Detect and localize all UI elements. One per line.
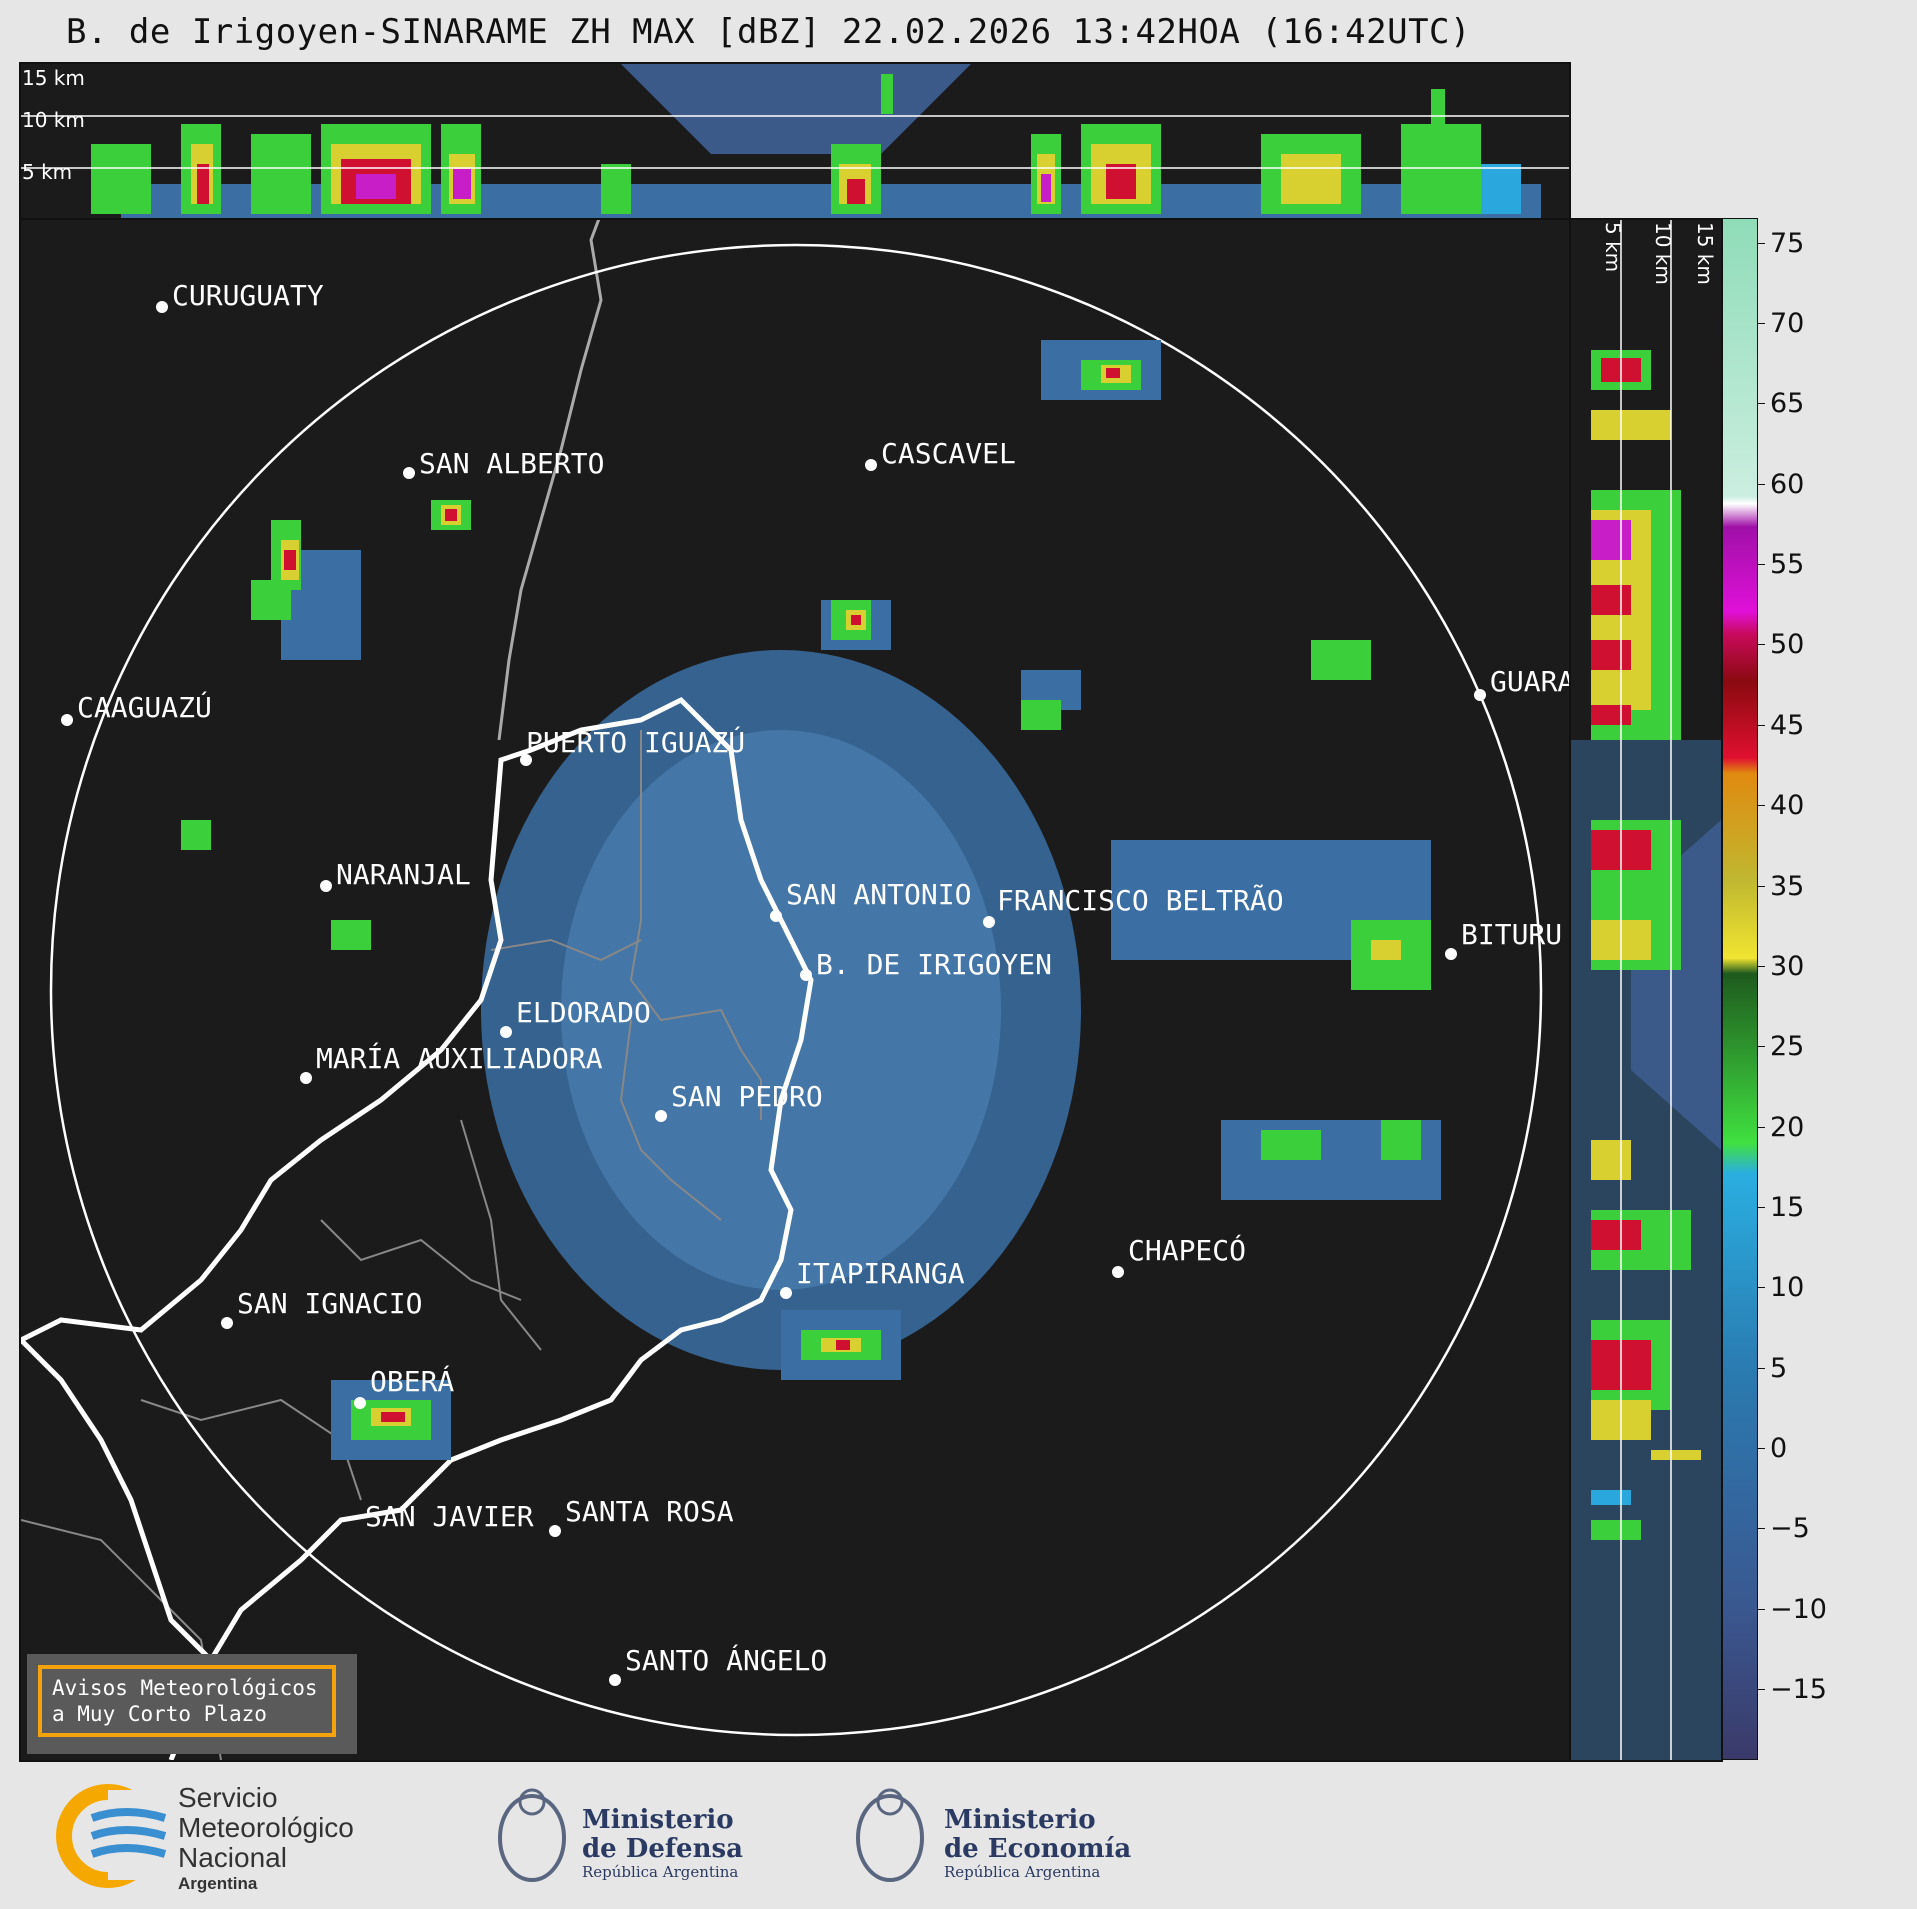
colorbar-tick-65: 65 — [1770, 388, 1805, 419]
colorbar-tick-minus15: −15 — [1770, 1674, 1827, 1705]
side-altitude-profile: 5 km 10 km 15 km — [1569, 218, 1723, 1762]
city-label-san-ignacio: SAN IGNACIO — [237, 1287, 422, 1320]
city-label-caaguazu: CAAGUAZÚ — [77, 690, 212, 724]
warning-box-frame: Avisos Meteorológicos a Muy Corto Plazo — [38, 1665, 336, 1737]
defensa-line-2: de Defensa — [582, 1834, 743, 1864]
colorbar-tick-45: 45 — [1770, 710, 1805, 741]
colorbar-tick-35: 35 — [1770, 871, 1805, 902]
echo-cells — [181, 340, 1441, 1460]
economia-line-2: de Economía — [944, 1834, 1131, 1864]
defensa-line-1: Ministerio — [582, 1805, 734, 1835]
footer-logos: Servicio Meteorológico Nacional Argentin… — [56, 1782, 1131, 1893]
side-alt-label-5km: 5 km — [1601, 222, 1625, 273]
alt-label-15km: 15 km — [22, 66, 85, 90]
colorbar-tick-25: 25 — [1770, 1031, 1805, 1062]
colorbar-tick-70: 70 — [1770, 308, 1805, 339]
city-label-san-javier: SAN JAVIER — [365, 1500, 534, 1533]
city-label-eldorado: ELDORADO — [516, 996, 651, 1029]
colorbar-gradient — [1723, 219, 1757, 1759]
alt-label-10km: 10 km — [22, 108, 85, 132]
warning-line-1: Avisos Meteorológicos — [52, 1676, 318, 1700]
colorbar-tick-55: 55 — [1770, 549, 1805, 580]
colorbar-tick-minus5: −5 — [1770, 1513, 1810, 1544]
colorbar-tick-30: 30 — [1770, 951, 1805, 982]
city-label-maria-auxiliadora: MARÍA AUXILIADORA — [316, 1041, 603, 1075]
city-markers — [61, 301, 1486, 1686]
smn-line-4: Argentina — [178, 1874, 258, 1893]
economia-line-3: República Argentina — [944, 1863, 1100, 1881]
colorbar-tick-40: 40 — [1770, 790, 1805, 821]
province-boundary — [21, 696, 814, 1760]
alt-label-5km: 5 km — [22, 160, 73, 184]
warning-line-2: a Muy Corto Plazo — [52, 1702, 267, 1726]
city-label-bituru: BITURU — [1461, 918, 1562, 951]
smn-logo: Servicio Meteorológico Nacional Argentin… — [56, 1782, 354, 1893]
radar-map: CURUGUATY SAN ALBERTO CASCAVEL CAAGUAZÚ … — [19, 218, 1571, 1762]
top-profile-echoes — [91, 74, 1521, 214]
city-labels: CURUGUATY SAN ALBERTO CASCAVEL CAAGUAZÚ … — [77, 279, 1569, 1677]
colorbar-tick-75: 75 — [1770, 228, 1805, 259]
colorbar-tick-50: 50 — [1770, 629, 1805, 660]
colorbar-tick-minus10: −10 — [1770, 1594, 1827, 1625]
city-label-naranjal: NARANJAL — [336, 858, 471, 891]
city-label-b-de-irigoyen: B. DE IRIGOYEN — [816, 948, 1052, 981]
city-label-san-pedro: SAN PEDRO — [671, 1080, 823, 1113]
city-label-san-antonio: SAN ANTONIO — [786, 878, 971, 911]
city-label-san-alberto: SAN ALBERTO — [419, 447, 604, 480]
economia-line-1: Ministerio — [944, 1805, 1096, 1835]
city-label-obera: OBERÁ — [370, 1364, 454, 1398]
city-label-puerto-iguazu: PUERTO IGUAZÚ — [526, 725, 745, 759]
side-alt-label-10km: 10 km — [1651, 222, 1675, 285]
city-label-itapiranga: ITAPIRANGA — [796, 1257, 965, 1290]
city-label-curuguaty: CURUGUATY — [172, 279, 324, 312]
economia-logo: Ministerio de Economía República Argenti… — [856, 1788, 1131, 1882]
border-paraguay-brazil — [497, 220, 603, 741]
city-label-francisco-beltrao: FRANCISCO BELTRÃO — [997, 884, 1284, 917]
colorbar-tick-5: 5 — [1770, 1353, 1788, 1384]
range-ring — [49, 243, 1543, 1737]
top-profile-graphic — [21, 64, 1569, 218]
defensa-logo: Ministerio de Defensa República Argentin… — [498, 1788, 743, 1882]
smn-line-3: Nacional — [178, 1842, 287, 1873]
smn-line-2: Meteorológico — [178, 1812, 354, 1843]
map-title: B. de Irigoyen-SINARAME ZH MAX [dBZ] 22.… — [66, 12, 1471, 52]
colorbar-tick-10: 10 — [1770, 1272, 1805, 1303]
city-label-santo-angelo: SANTO ÁNGELO — [625, 1643, 827, 1677]
top-altitude-profile: 15 km 10 km 5 km — [19, 62, 1571, 220]
city-label-cascavel: CASCAVEL — [881, 437, 1016, 470]
city-label-chapeco: CHAPECÓ — [1128, 1233, 1246, 1267]
smn-line-1: Servicio — [178, 1782, 278, 1813]
warning-box: Avisos Meteorológicos a Muy Corto Plazo — [27, 1654, 357, 1754]
colorbar-tick-60: 60 — [1770, 469, 1805, 500]
dbz-colorbar — [1722, 218, 1758, 1760]
side-alt-label-15km: 15 km — [1693, 222, 1717, 285]
city-label-santa-rosa: SANTA ROSA — [565, 1495, 734, 1528]
colorbar-tick-0: 0 — [1770, 1433, 1788, 1464]
colorbar-tick-15: 15 — [1770, 1192, 1805, 1223]
defensa-line-3: República Argentina — [582, 1863, 738, 1881]
side-profile-graphic — [1571, 220, 1721, 1760]
colorbar-tick-20: 20 — [1770, 1112, 1805, 1143]
city-label-guara: GUARA — [1490, 665, 1569, 698]
radar-map-graphic: CURUGUATY SAN ALBERTO CASCAVEL CAAGUAZÚ … — [21, 220, 1569, 1760]
